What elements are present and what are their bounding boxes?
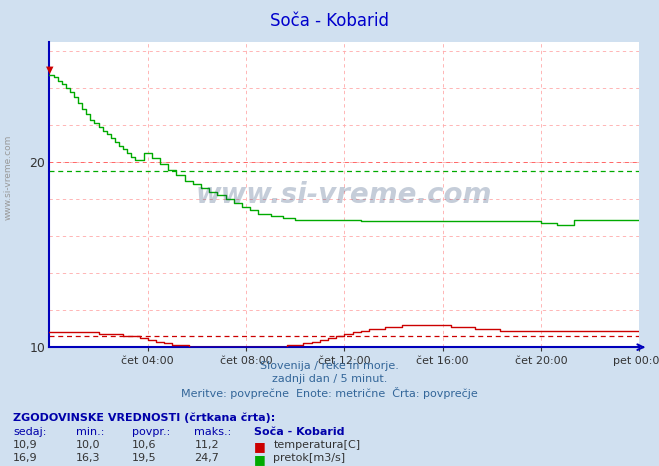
Text: Soča - Kobarid: Soča - Kobarid [270, 12, 389, 30]
Text: 10,6: 10,6 [132, 440, 156, 450]
Text: 16,3: 16,3 [76, 453, 100, 463]
Text: 19,5: 19,5 [132, 453, 156, 463]
Text: ZGODOVINSKE VREDNOSTI (črtkana črta):: ZGODOVINSKE VREDNOSTI (črtkana črta): [13, 412, 275, 423]
Text: Meritve: povprečne  Enote: metrične  Črta: povprečje: Meritve: povprečne Enote: metrične Črta:… [181, 387, 478, 399]
Text: Slovenija / reke in morje.: Slovenija / reke in morje. [260, 361, 399, 371]
Text: 11,2: 11,2 [194, 440, 219, 450]
Text: www.si-vreme.com: www.si-vreme.com [3, 134, 13, 220]
Text: 24,7: 24,7 [194, 453, 219, 463]
Text: min.:: min.: [76, 427, 104, 437]
Text: Soča - Kobarid: Soča - Kobarid [254, 427, 344, 437]
Text: zadnji dan / 5 minut.: zadnji dan / 5 minut. [272, 374, 387, 384]
Text: sedaj:: sedaj: [13, 427, 47, 437]
Text: pretok[m3/s]: pretok[m3/s] [273, 453, 345, 463]
Text: www.si-vreme.com: www.si-vreme.com [196, 180, 492, 209]
Text: 16,9: 16,9 [13, 453, 38, 463]
Text: 10,9: 10,9 [13, 440, 38, 450]
Text: ■: ■ [254, 440, 266, 453]
Text: ■: ■ [254, 453, 266, 466]
Text: ▼: ▼ [45, 65, 53, 75]
Text: 10,0: 10,0 [76, 440, 100, 450]
Text: maks.:: maks.: [194, 427, 232, 437]
Text: temperatura[C]: temperatura[C] [273, 440, 360, 450]
Text: povpr.:: povpr.: [132, 427, 170, 437]
